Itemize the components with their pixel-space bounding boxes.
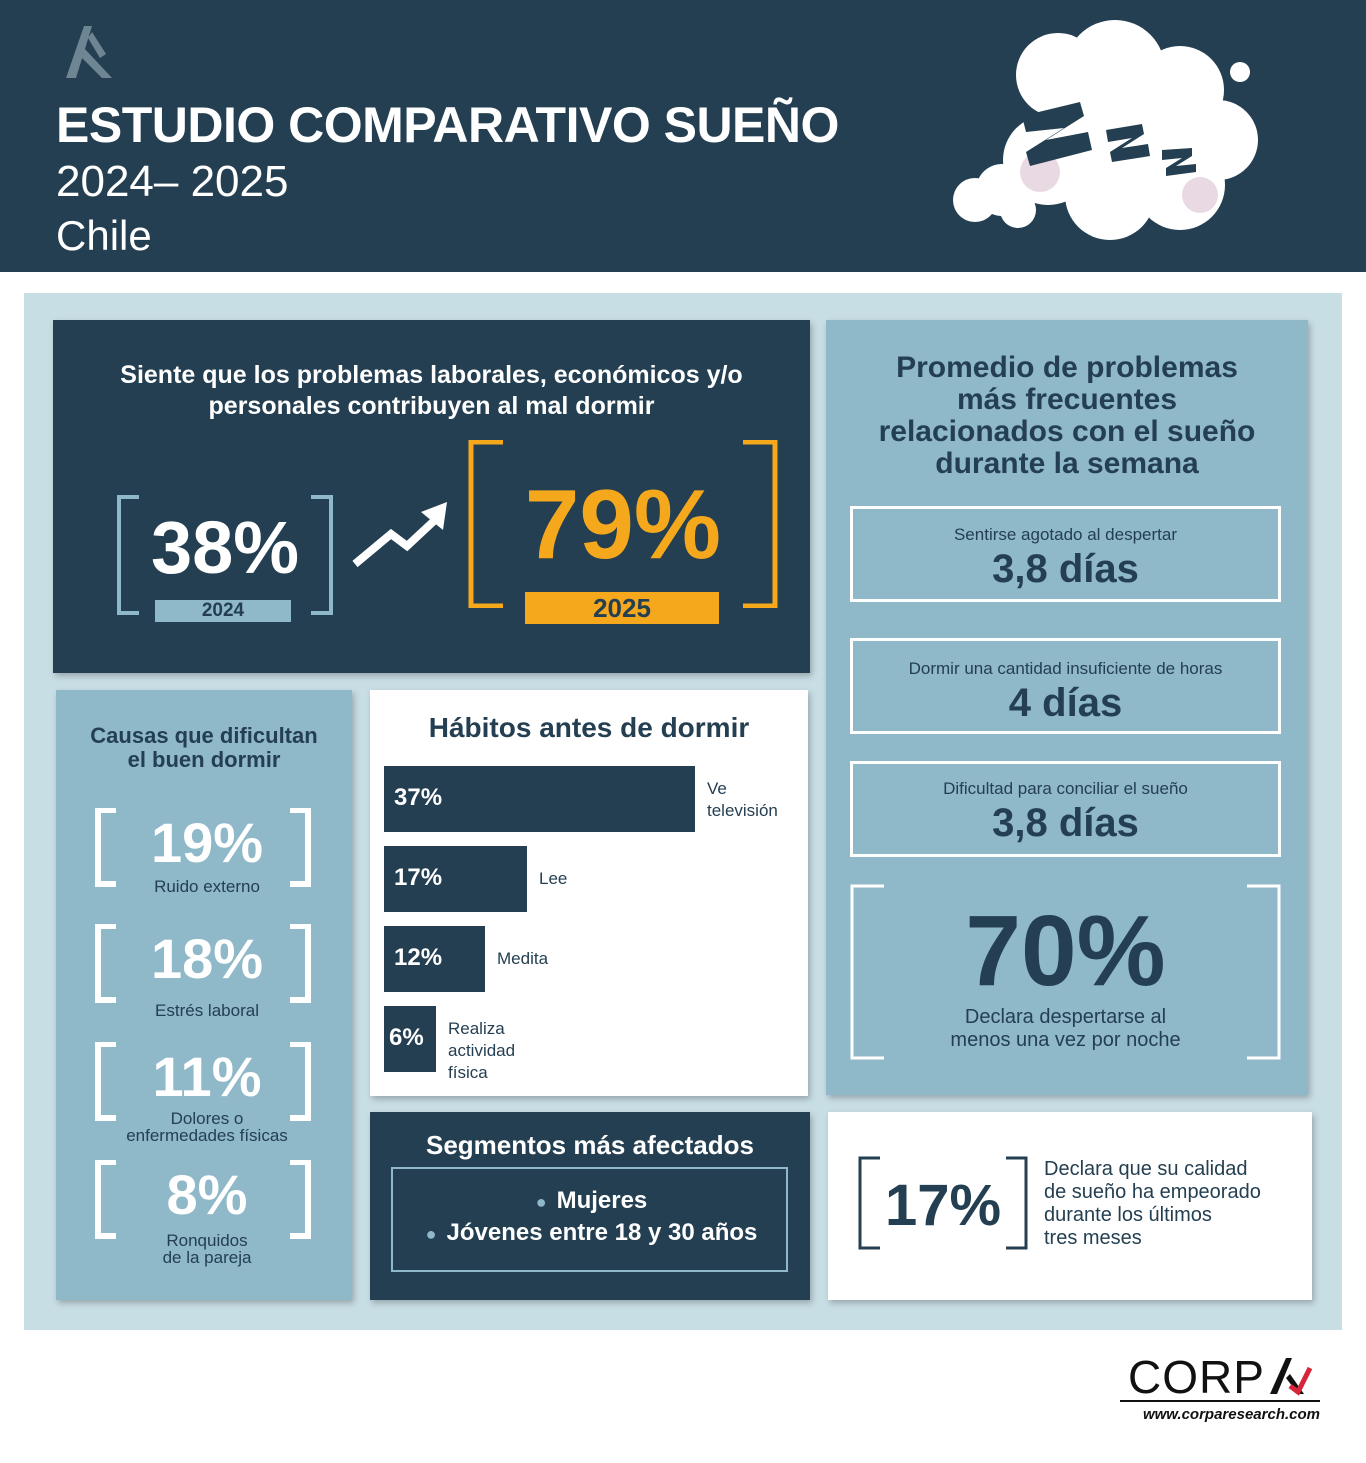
causes-card: Causas que dificultan el buen dormir 19%… [56,690,352,1300]
cause-label: Ronquidos de la pareja [162,1231,252,1267]
label-2025: 2025 [525,592,719,624]
habit-pct: 17% [394,864,443,891]
habits-card: Hábitos antes de dormir 37% Ve televisión 1… [370,690,808,1096]
stat-box: Sentirse agotado al despertar 3,8 días [850,506,1281,602]
header: ESTUDIO COMPARATIVO SUEÑO 2024– 2025 Chi… [0,0,1366,272]
study-country: Chile [56,212,152,259]
wake-label: Declara despertarse al menos una vez por… [950,1006,1181,1051]
habit-bar: 6% [384,1006,436,1072]
bracket-17 [858,1156,1028,1250]
habit-bar: 37% [384,766,695,832]
segment-item: ● Mujeres [535,1187,648,1214]
habit-bar: 17% [384,846,527,912]
habit-pct: 6% [389,1024,424,1051]
cause-label: Estrés laboral [155,1001,259,1020]
habit-pct: 12% [394,944,443,971]
cause-bracket [95,1042,311,1121]
causes-title: Causas que dificultan el buen dormir [90,723,318,772]
stat-label: Dormir una cantidad insuficiente de hora… [908,659,1223,678]
stat-value: 3,8 días [992,547,1139,591]
bracket-70 [850,884,1281,1060]
stat-value: 3,8 días [992,801,1139,845]
cause-bracket [95,808,311,887]
label-2024: 2024 [155,600,291,622]
habit-label: Realiza actividad física [448,1019,516,1082]
cause-pct: 19% [150,811,264,874]
habit-label: Medita [497,949,549,968]
weekly-problems-card: Promedio de problemas más frecuentes rel… [826,320,1308,1095]
cause-pct: 8% [166,1163,248,1226]
quality-pct: 17% [884,1173,1002,1238]
cause-label: Ruido externo [154,877,260,896]
cause-pct: 11% [152,1045,262,1108]
wake-pct: 70% [965,895,1166,1007]
stat-box: Dormir una cantidad insuficiente de hora… [850,638,1281,734]
cause-item: 18% Estrés laboral [94,924,312,1019]
bullet-icon: ● [425,1224,437,1244]
stat-label: Dificultad para conciliar el sueño [943,779,1188,798]
habit-pct: 37% [394,784,443,811]
stat-label: Sentirse agotado al despertar [953,525,1178,544]
value-2025: 79% [524,469,722,579]
cause-item: 8% Ronquidos de la pareja [94,1160,312,1266]
cause-label: Dolores o enfermedades físicas [126,1109,288,1145]
sleep-cloud-icon [953,20,1258,240]
segments-title: Segmentos más afectados [425,1130,754,1160]
brand-logo-text: CORP [1128,1351,1265,1403]
segments-card: Segmentos más afectados ● Mujeres ● Jóvene… [370,1112,810,1300]
habit-label: Ve televisión [707,779,778,820]
work-problems-question: Siente que los problemas laborales, econ… [120,361,743,420]
bracket-2024 [117,495,333,615]
habit-label: Lee [539,869,568,888]
cause-bracket [95,1160,311,1239]
page-title: ESTUDIO COMPARATIVO SUEÑO [56,97,839,153]
habits-title: Hábitos antes de dormir [428,712,750,743]
brand-a-icon [1270,1358,1312,1396]
habit-bar: 12% [384,926,485,992]
stat-value: 4 días [1008,681,1123,725]
cause-item: 11% Dolores o enfermedades físicas [94,1042,312,1144]
bracket-2025 [468,440,778,608]
trend-up-arrow-icon [352,502,447,568]
corpa-logo-icon [66,26,112,78]
value-2024: 38% [150,506,300,589]
website-link[interactable]: www.corparesearch.com [1142,1406,1320,1423]
work-problems-card: Siente que los problemas laborales, econ… [53,320,810,673]
weekly-problems-title: Promedio de problemas más frecuentes rel… [878,351,1256,480]
segments-list: ● Mujeres ● Jóvenes entre 18 y 30 años [391,1167,788,1272]
stat-box: Dificultad para conciliar el sueño 3,8 d… [850,761,1281,857]
study-years: 2024– 2025 [56,157,289,206]
bullet-icon: ● [535,1192,547,1212]
brand-divider [1120,1400,1320,1402]
quality-card: 17% Declara que su calidad de sueño ha e… [828,1112,1312,1300]
cause-bracket [95,924,311,1003]
segment-item: ● Jóvenes entre 18 y 30 años [425,1219,758,1246]
quality-label: Declara que su calidad de sueño ha empeo… [1044,1158,1261,1249]
cause-pct: 18% [150,927,264,990]
cause-item: 19% Ruido externo [94,808,312,895]
